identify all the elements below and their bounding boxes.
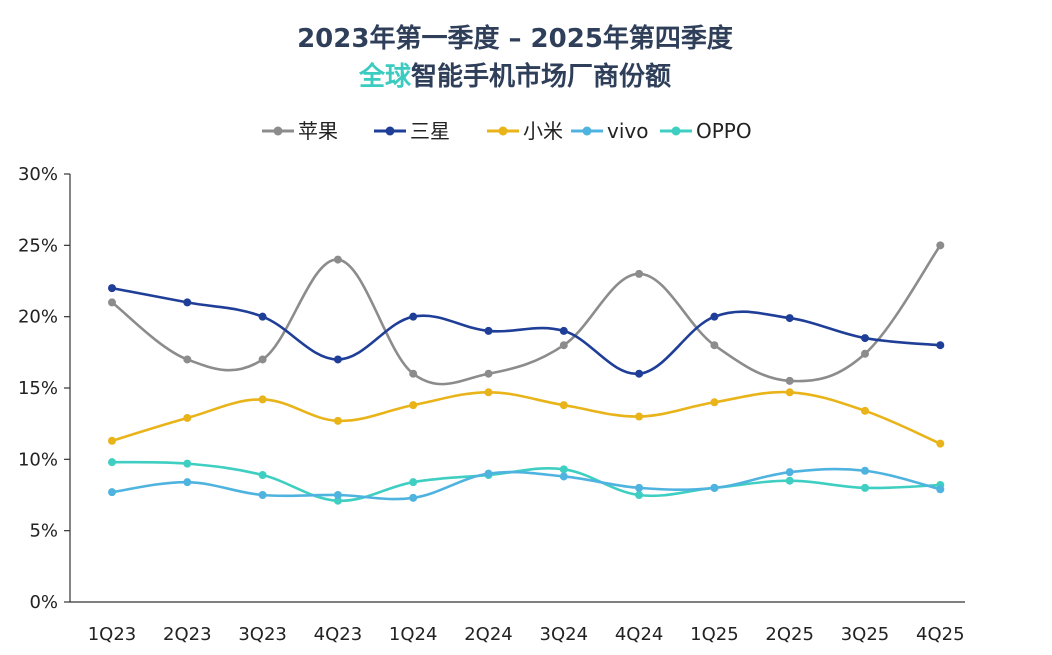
data-point: [635, 491, 644, 499]
data-point: [183, 355, 192, 364]
x-tick-label: 1Q25: [690, 624, 739, 645]
data-point: [409, 369, 418, 378]
data-point: [861, 406, 869, 415]
data-point: [861, 349, 869, 358]
chart-title-line1: 2023年第一季度 – 2025年第四季度: [297, 24, 733, 54]
x-tick-label: 3Q23: [238, 624, 287, 645]
x-tick-label: 4Q24: [615, 624, 664, 645]
y-tick-label: 20%: [18, 307, 58, 328]
y-tick-label: 10%: [18, 449, 58, 470]
data-point: [333, 416, 342, 425]
data-point: [108, 298, 116, 307]
data-point: [333, 255, 342, 264]
data-point: [108, 488, 116, 497]
data-point: [258, 395, 267, 404]
data-point: [484, 369, 493, 378]
data-point: [559, 401, 568, 410]
chart-title-accent: 全球: [358, 62, 411, 92]
y-tick-label: 5%: [29, 521, 58, 542]
series-line: [111, 286, 941, 376]
data-point: [183, 459, 192, 468]
data-point: [559, 326, 568, 335]
data-point: [333, 496, 342, 505]
data-point: [183, 413, 192, 422]
x-tick-label: 3Q24: [540, 624, 589, 645]
x-tick-label: 2Q24: [464, 624, 513, 645]
data-point: [183, 478, 192, 487]
legend-marker: [582, 126, 592, 136]
data-point: [484, 469, 493, 478]
data-point: [409, 493, 418, 502]
legend-label: OPPO: [696, 119, 752, 143]
y-tick-label: 15%: [18, 378, 58, 399]
legend-marker: [385, 126, 395, 136]
data-point: [559, 465, 568, 474]
data-point: [333, 355, 342, 364]
series-line: [111, 390, 941, 445]
x-tick-label: 1Q24: [389, 624, 438, 645]
data-point: [785, 476, 794, 485]
data-point: [258, 491, 267, 499]
data-point: [108, 284, 116, 293]
legend-label: 苹果: [298, 119, 338, 143]
y-tick-label: 30%: [18, 164, 58, 185]
data-point: [710, 312, 719, 321]
legend-marker: [671, 126, 681, 136]
data-point: [936, 241, 945, 250]
data-point: [861, 483, 869, 492]
data-point: [333, 491, 342, 499]
data-point: [635, 269, 644, 278]
data-point: [861, 466, 869, 475]
legend-label: 小米: [523, 119, 563, 143]
chart-title-rest: 智能手机市场厂商份额: [411, 62, 672, 92]
legend-marker: [498, 126, 508, 136]
data-point: [409, 401, 418, 410]
data-point: [635, 369, 644, 378]
data-point: [785, 468, 794, 477]
data-point: [635, 412, 644, 421]
chart-title-line2: 全球智能手机市场厂商份额: [0, 56, 1030, 93]
legend-marker: [273, 126, 283, 136]
data-point: [108, 436, 116, 445]
data-point: [785, 376, 794, 385]
x-tick-label: 4Q25: [916, 624, 965, 645]
x-tick-label: 2Q25: [765, 624, 814, 645]
data-point: [710, 483, 719, 492]
data-point: [936, 439, 945, 448]
data-point: [710, 398, 719, 407]
legend-label: 三星: [410, 119, 450, 143]
data-point: [258, 312, 267, 321]
data-point: [710, 341, 719, 350]
data-point: [635, 483, 644, 492]
y-tick-label: 0%: [29, 592, 58, 613]
data-point: [258, 471, 267, 480]
data-point: [409, 478, 418, 487]
data-point: [559, 341, 568, 350]
data-point: [559, 472, 568, 481]
x-tick-label: 3Q25: [841, 624, 890, 645]
data-point: [258, 355, 267, 364]
series-line: [111, 244, 942, 386]
series-line: [111, 467, 941, 501]
data-point: [484, 388, 493, 397]
series-line: [111, 460, 941, 503]
data-point: [936, 485, 945, 494]
x-tick-label: 2Q23: [163, 624, 212, 645]
data-point: [936, 341, 945, 350]
legend-label: vivo: [607, 119, 648, 143]
data-point: [484, 326, 493, 335]
data-point: [183, 298, 192, 307]
x-tick-label: 4Q23: [314, 624, 363, 645]
data-point: [409, 312, 418, 321]
y-tick-label: 25%: [18, 235, 58, 256]
data-point: [108, 458, 116, 467]
data-point: [785, 388, 794, 397]
x-tick-label: 1Q23: [88, 624, 137, 645]
data-point: [861, 334, 869, 343]
data-point: [785, 314, 794, 323]
